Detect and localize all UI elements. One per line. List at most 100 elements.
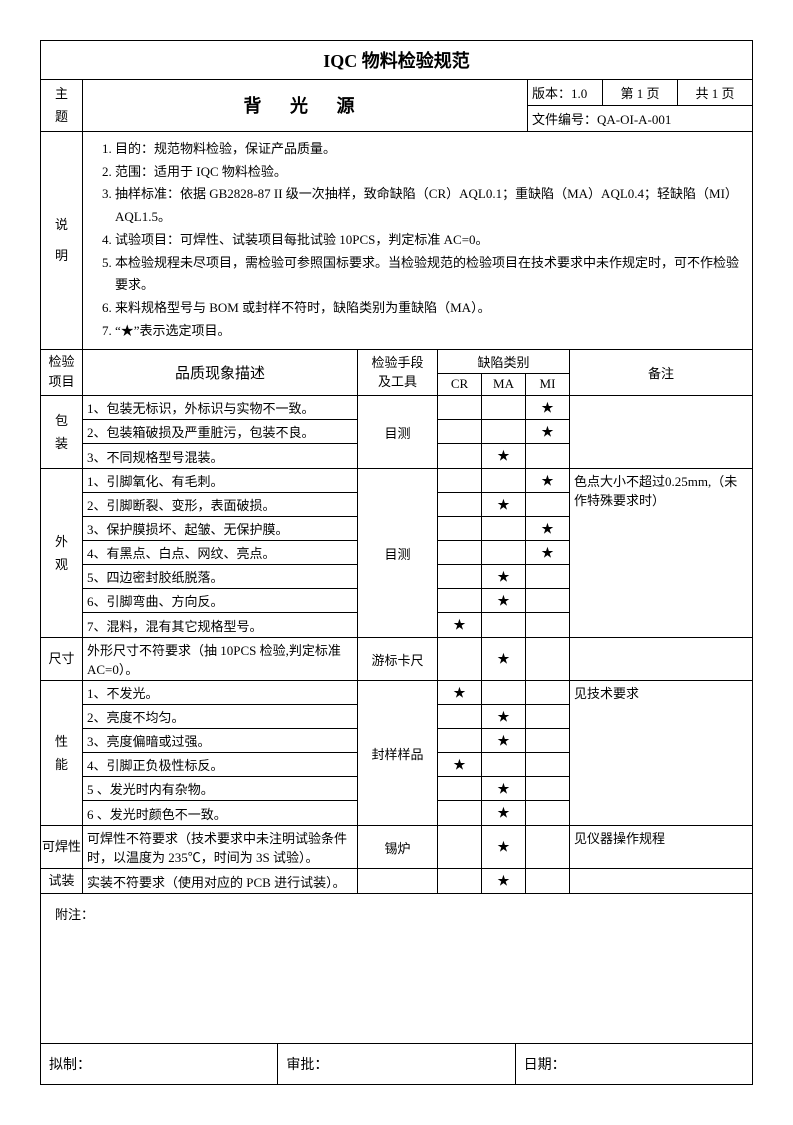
desc-cell: 2、包装箱破损及严重脏污，包装不良。 (83, 420, 357, 444)
mi-cell (526, 777, 569, 801)
hdr-mi: MI (526, 374, 569, 396)
ma-cell (482, 469, 525, 493)
cr-cell (438, 777, 481, 801)
subject-title: 背 光 源 (83, 80, 528, 132)
desc-cell: 1、引脚氧化、有毛刺。 (83, 469, 357, 493)
cr-cell (438, 541, 481, 565)
ma-cell (482, 541, 525, 565)
mi-cell (526, 613, 569, 637)
version-cell: 版本：1.0 (528, 80, 603, 106)
mi-cell (526, 729, 569, 753)
cr-cell (438, 396, 481, 420)
tool-cell: 封样样品 (358, 681, 438, 825)
cr-cell (438, 729, 481, 753)
table-section: 可焊性可焊性不符要求（技术要求中未注明试验条件时，以温度为 235℃，时间为 3… (41, 826, 752, 869)
table-header-row: 检验 项目 品质现象描述 检验手段 及工具 缺陷类别 CR MA MI 备注 (41, 350, 752, 397)
cr-cell (438, 493, 481, 517)
theme-label-2: 题 (55, 105, 68, 128)
mi-cell (526, 681, 569, 705)
table-body: 包装1、包装无标识，外标识与实物不一致。2、包装箱破损及严重脏污，包装不良。3、… (41, 396, 752, 894)
hdr-defect-group: 缺陷类别 CR MA MI (438, 350, 570, 396)
note-cell (570, 638, 752, 680)
cr-cell (438, 444, 481, 468)
document-frame: IQC 物料检验规范 主 题 背 光 源 版本：1.0 第 1 页 共 1 页 … (40, 40, 753, 1085)
desc-cell: 5 、发光时内有杂物。 (83, 777, 357, 801)
tool-cell: 锡炉 (358, 826, 438, 868)
mi-cell: ★ (526, 517, 569, 541)
signature-row: 拟制： 审批： 日期： (41, 1044, 752, 1084)
ma-cell: ★ (482, 869, 525, 893)
table-section: 性能1、不发光。2、亮度不均匀。3、亮度偏暗或过强。4、引脚正负极性标反。5 、… (41, 681, 752, 826)
explain-item: 目的：规范物料检验，保证产品质量。 (115, 138, 742, 161)
ma-cell: ★ (482, 444, 525, 468)
note-cell: 色点大小不超过0.25mm,（未作特殊要求时） (570, 469, 752, 637)
cr-cell (438, 638, 481, 680)
mi-cell (526, 801, 569, 825)
sign-approved: 审批： (278, 1044, 515, 1084)
mi-cell (526, 869, 569, 893)
mi-cell (526, 493, 569, 517)
hdr-note: 备注 (570, 350, 752, 396)
cr-cell: ★ (438, 753, 481, 777)
mi-cell (526, 565, 569, 589)
desc-cell: 4、有黑点、白点、网纹、亮点。 (83, 541, 357, 565)
category-cell: 外观 (41, 469, 83, 637)
tool-cell: 目测 (358, 469, 438, 637)
note-cell: 见技术要求 (570, 681, 752, 825)
explanation-block: 说 明 目的：规范物料检验，保证产品质量。范围：适用于 IQC 物料检验。抽样标… (41, 132, 752, 350)
table-section: 包装1、包装无标识，外标识与实物不一致。2、包装箱破损及严重脏污，包装不良。3、… (41, 396, 752, 469)
cr-cell (438, 801, 481, 825)
mi-cell: ★ (526, 541, 569, 565)
category-cell: 可焊性 (41, 826, 83, 868)
cr-cell (438, 826, 481, 868)
desc-cell: 3、保护膜损坏、起皱、无保护膜。 (83, 517, 357, 541)
ma-cell: ★ (482, 729, 525, 753)
mi-cell: ★ (526, 420, 569, 444)
cr-cell: ★ (438, 613, 481, 637)
desc-cell: 4、引脚正负极性标反。 (83, 753, 357, 777)
desc-cell: 2、亮度不均匀。 (83, 705, 357, 729)
ma-cell: ★ (482, 801, 525, 825)
cr-cell (438, 517, 481, 541)
page-cell: 第 1 页 (603, 80, 678, 106)
mi-cell (526, 705, 569, 729)
explain-label-1: 说 (55, 209, 68, 240)
sign-date: 日期： (516, 1044, 752, 1084)
category-cell: 试装 (41, 869, 83, 893)
cr-cell (438, 565, 481, 589)
desc-cell: 3、亮度偏暗或过强。 (83, 729, 357, 753)
table-section: 外观1、引脚氧化、有毛刺。2、引脚断裂、变形，表面破损。3、保护膜损坏、起皱、无… (41, 469, 752, 638)
explain-item: 抽样标准：依据 GB2828-87 II 级一次抽样，致命缺陷（CR）AQL0.… (115, 183, 742, 229)
cr-cell (438, 705, 481, 729)
explain-item: “★”表示选定项目。 (115, 320, 742, 343)
ma-cell (482, 613, 525, 637)
table-section: 尺寸外形尺寸不符要求（抽 10PCS 检验,判定标准AC=0）。游标卡尺★ (41, 638, 752, 681)
note-cell (570, 869, 752, 893)
hdr-cr: CR (438, 374, 482, 396)
mi-cell (526, 753, 569, 777)
sign-prepared: 拟制： (41, 1044, 278, 1084)
ma-cell (482, 517, 525, 541)
cr-cell (438, 869, 481, 893)
cr-cell: ★ (438, 681, 481, 705)
hdr-tool: 检验手段 及工具 (358, 350, 438, 396)
mi-cell (526, 444, 569, 468)
ma-cell: ★ (482, 638, 525, 680)
document-title: IQC 物料检验规范 (41, 41, 752, 80)
ma-cell (482, 681, 525, 705)
category-cell: 性能 (41, 681, 83, 825)
desc-cell: 1、不发光。 (83, 681, 357, 705)
ma-cell: ★ (482, 826, 525, 868)
ma-cell (482, 420, 525, 444)
desc-cell: 6 、发光时颜色不一致。 (83, 801, 357, 825)
ma-cell: ★ (482, 565, 525, 589)
inspection-table: 检验 项目 品质现象描述 检验手段 及工具 缺陷类别 CR MA MI 备注 包… (41, 350, 752, 895)
cr-cell (438, 589, 481, 613)
tool-cell (358, 869, 438, 893)
theme-label-1: 主 (55, 82, 68, 105)
ma-cell (482, 396, 525, 420)
hdr-description: 品质现象描述 (83, 350, 358, 396)
category-cell: 包装 (41, 396, 83, 468)
cr-cell (438, 420, 481, 444)
desc-cell: 6、引脚弯曲、方向反。 (83, 589, 357, 613)
